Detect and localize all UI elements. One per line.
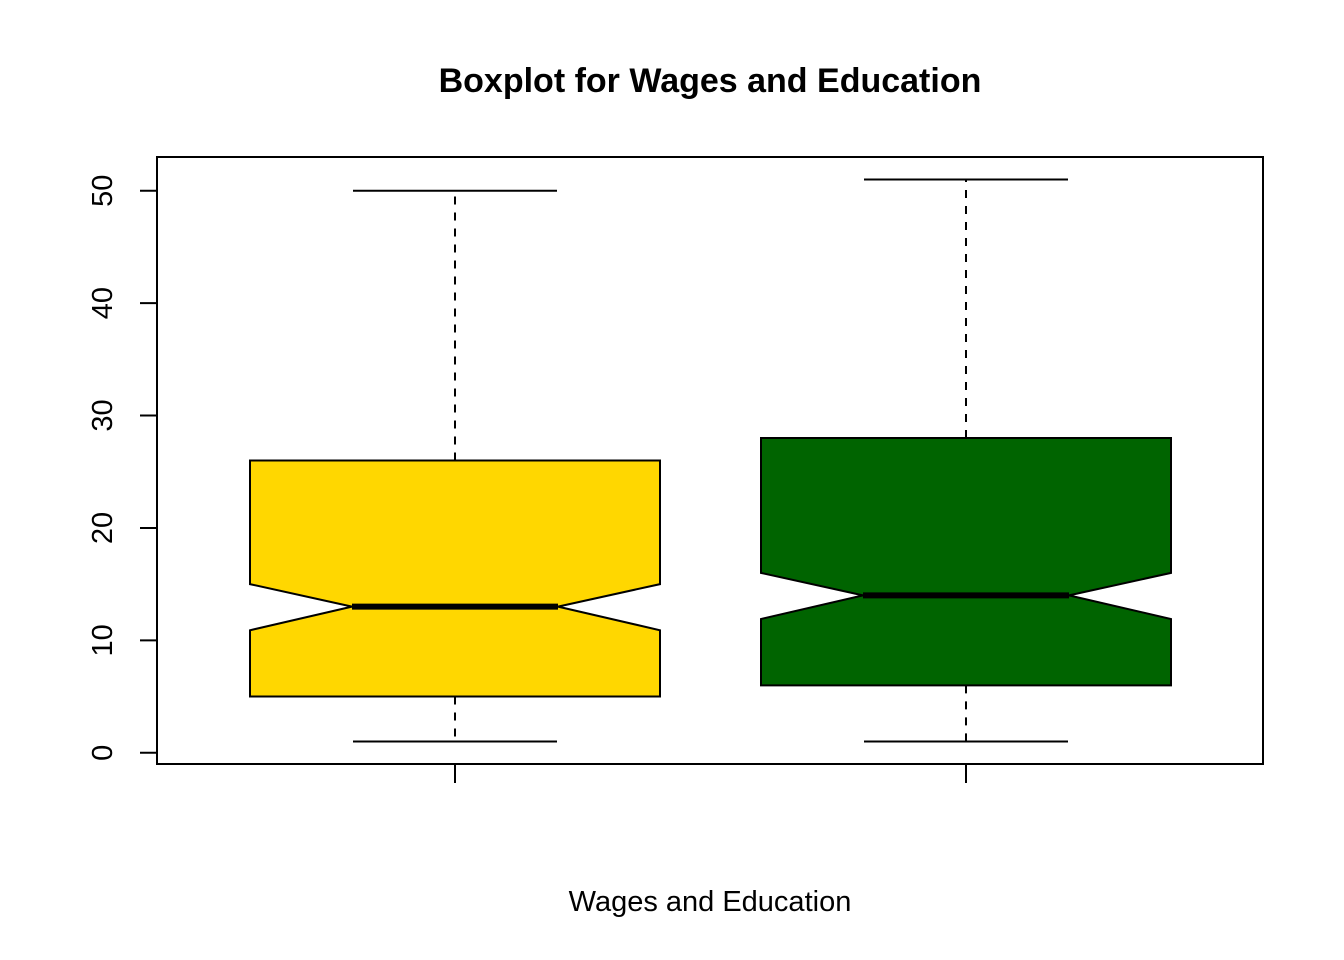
y-axis: 0 10 20 30 40 50 <box>87 175 158 761</box>
y-tick-label: 40 <box>87 287 119 319</box>
y-tick-label: 50 <box>87 175 119 207</box>
box-body <box>249 459 661 698</box>
y-tick-label: 20 <box>87 512 119 544</box>
y-tick-label: 10 <box>87 624 119 656</box>
chart-title: Boxplot for Wages and Education <box>439 62 982 100</box>
box-1 <box>249 189 661 743</box>
boxes-group <box>249 178 1172 743</box>
box-2 <box>760 178 1172 743</box>
box-body <box>760 437 1172 687</box>
x-axis-label: Wages and Education <box>569 886 852 918</box>
x-axis <box>454 764 967 783</box>
y-tick-label: 0 <box>87 745 119 761</box>
y-tick-label: 30 <box>87 399 119 431</box>
